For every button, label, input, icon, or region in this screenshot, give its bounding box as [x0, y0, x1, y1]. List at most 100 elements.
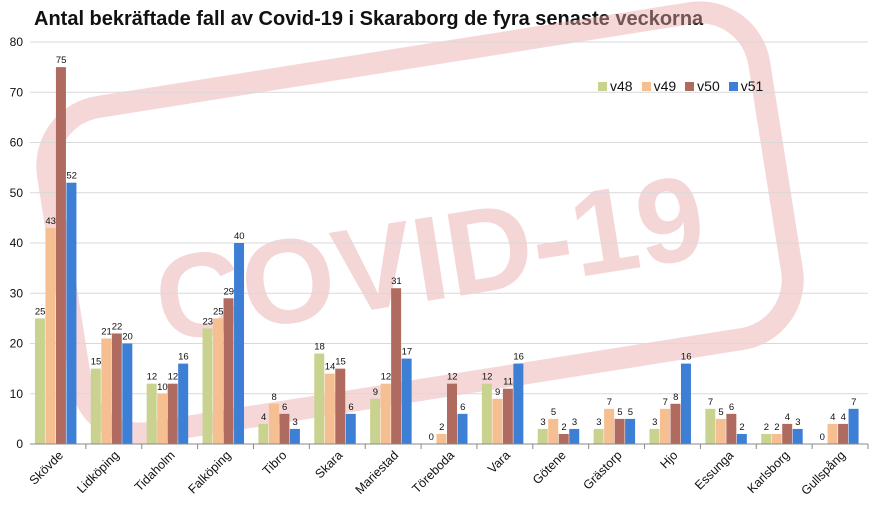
bar	[380, 383, 391, 444]
bars	[34, 67, 859, 444]
data-label: 2	[774, 422, 779, 433]
data-label: 4	[785, 412, 790, 423]
legend-item: v50	[685, 78, 720, 94]
legend-label: v48	[610, 78, 633, 94]
bar	[537, 428, 548, 444]
data-label: 4	[830, 412, 835, 423]
legend-swatch	[685, 81, 695, 91]
legend-swatch	[641, 81, 651, 91]
data-label: 2	[561, 422, 566, 433]
data-label: 7	[663, 397, 668, 408]
bar	[649, 428, 660, 444]
data-label: 31	[391, 276, 402, 287]
data-label: 9	[495, 387, 500, 398]
bar	[761, 433, 772, 444]
data-label: 12	[381, 372, 392, 383]
data-label: 12	[168, 372, 179, 383]
bar	[447, 383, 457, 444]
bar	[146, 383, 157, 444]
bar	[726, 413, 737, 444]
data-label: 40	[234, 231, 245, 242]
bar	[279, 413, 290, 444]
data-label: 17	[402, 347, 413, 358]
y-tick-label: 20	[10, 337, 24, 351]
x-tick-label: Vara	[485, 448, 513, 476]
bar	[715, 418, 726, 444]
bar	[345, 413, 356, 444]
data-label: 3	[540, 417, 545, 428]
legend-label: v49	[653, 78, 677, 94]
data-label: 3	[652, 417, 657, 428]
data-label: 25	[35, 306, 46, 317]
bar	[324, 373, 335, 444]
x-tick-label: Skara	[312, 448, 345, 481]
legend-swatch	[598, 81, 607, 91]
data-label: 8	[272, 392, 277, 403]
bar	[55, 67, 66, 444]
data-label: 12	[447, 372, 458, 383]
data-label: 9	[373, 387, 378, 398]
data-label: 10	[157, 382, 168, 393]
data-label: 21	[101, 326, 112, 337]
data-label: 7	[607, 397, 612, 408]
bar	[289, 428, 300, 444]
data-label: 6	[729, 402, 734, 413]
data-label: 16	[681, 352, 692, 363]
bar	[436, 433, 447, 444]
data-label: 6	[460, 402, 465, 413]
bar	[569, 428, 580, 444]
bar	[736, 433, 747, 444]
data-label: 6	[348, 402, 353, 413]
data-label: 75	[56, 55, 67, 66]
bar	[827, 423, 838, 444]
bar	[771, 433, 782, 444]
data-label: 18	[314, 342, 325, 353]
bar	[481, 383, 492, 444]
chart-legend: v48 v49 v50 v51	[598, 78, 763, 94]
data-label: 3	[795, 417, 800, 428]
x-tick-label: Falköping	[185, 448, 233, 496]
bar	[705, 408, 716, 444]
bar	[457, 413, 468, 444]
bar	[122, 343, 133, 444]
x-tick-label: Gullspång	[798, 448, 848, 498]
data-label: 5	[551, 407, 556, 418]
legend-label: v50	[697, 78, 720, 94]
bar	[625, 418, 636, 444]
bar	[513, 363, 524, 444]
bar	[659, 408, 670, 444]
legend-item: v48	[598, 78, 633, 94]
bar	[558, 433, 569, 444]
data-label: 6	[282, 402, 287, 413]
x-tick-label: Karlsborg	[745, 448, 793, 496]
bar	[111, 333, 122, 444]
data-label: 52	[66, 171, 77, 182]
y-tick-label: 10	[10, 387, 24, 401]
legend-item: v49	[641, 78, 677, 94]
data-label: 2	[764, 422, 769, 433]
bar	[178, 363, 189, 444]
bar	[502, 388, 513, 444]
data-label: 7	[708, 397, 713, 408]
x-tick-label: Skövde	[27, 448, 66, 487]
bar	[45, 227, 56, 444]
x-tick-label: Hjo	[657, 448, 680, 471]
legend-item: v51	[728, 78, 764, 94]
y-tick-label: 60	[10, 136, 24, 150]
x-tick-label: Tidaholm	[132, 448, 178, 494]
data-label: 5	[628, 407, 633, 418]
data-label: 2	[439, 422, 444, 433]
data-label: 7	[851, 397, 856, 408]
legend-label: v51	[740, 78, 764, 94]
y-tick-label: 70	[10, 85, 24, 99]
legend-swatch	[728, 81, 738, 91]
bar	[548, 418, 559, 444]
bar	[335, 368, 346, 444]
bar	[391, 288, 402, 444]
bar	[213, 318, 224, 444]
x-tick-label: Grästorp	[580, 448, 624, 492]
data-label: 16	[178, 352, 189, 363]
x-tick-label: Tibro	[260, 448, 290, 478]
